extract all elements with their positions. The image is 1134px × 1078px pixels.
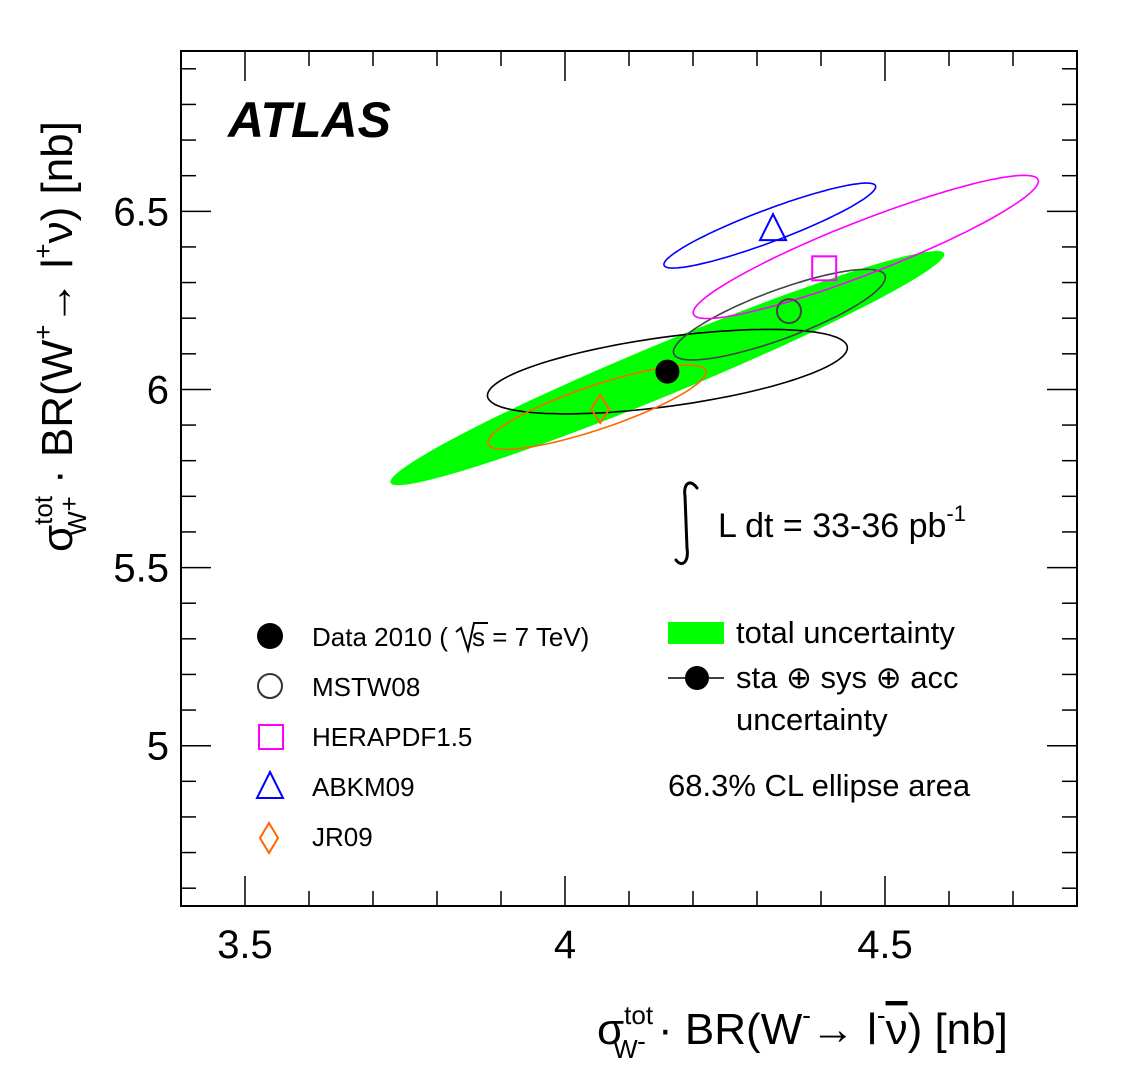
marker-abkm09 (758, 211, 788, 242)
ellipse-abkm09 (663, 182, 877, 269)
luminosity-annotation: L dt = 33-36 pb-1 (674, 481, 966, 565)
marker-herapdf1-5 (811, 255, 838, 282)
x-axis-arrow: → l (811, 1005, 877, 1054)
y-tick-label: 5.5 (113, 547, 169, 591)
y-tick-label: 5 (147, 725, 169, 769)
legend-swatch-stat-marker (685, 666, 709, 690)
y-axis-sup: tot (28, 495, 58, 525)
legend-label-stat: sta ⊕ sys ⊕ acc (736, 660, 959, 695)
y-axis-arrow: → l (33, 259, 82, 325)
experiment-label: ATLAS (226, 92, 391, 148)
x-tick-label: 3.5 (217, 923, 273, 967)
legend-marker-abkm09 (255, 769, 285, 799)
legend-uncertainties: total uncertainty sta ⊕ sys ⊕ acc uncert… (668, 615, 971, 803)
legend-marker-jr09 (258, 821, 280, 855)
legend-label-data: Data 2010 ( (312, 622, 448, 652)
legend-marker-mstw08 (257, 673, 283, 699)
y-axis-rest: · BR(W (33, 339, 82, 496)
integral-symbol (674, 481, 699, 565)
axis-ticks-layer (180, 51, 1078, 906)
legend-note-cl: 68.3% CL ellipse area (668, 768, 971, 803)
marker-mstw08 (776, 298, 802, 325)
legend-label-data-sqrt: s = 7 TeV) (472, 622, 589, 652)
legend-label-herapdf: HERAPDF1.5 (312, 722, 472, 752)
x-axis-sigma: σ (597, 1005, 624, 1054)
luminosity-text: L dt = 33-36 pb-1 (718, 501, 966, 545)
model-markers-layer (590, 211, 838, 425)
x-axis-title: σtot W- · BR(W-→ l-ν) [nb] (597, 1000, 1008, 1064)
x-axis-rest-charge: - (802, 1000, 811, 1030)
y-axis-neutrino: ν (33, 221, 82, 243)
y-tick-label: 6 (147, 368, 169, 412)
ellipse-herapdf1-5 (692, 174, 1040, 320)
legend-label-jr09: JR09 (312, 822, 373, 852)
ellipse-jr09 (487, 364, 707, 451)
legend-models: Data 2010 ( s = 7 TeV) MSTW08 HERAPDF1.5… (255, 622, 589, 855)
marker-jr09 (590, 393, 611, 425)
ellipse-data-2010 (486, 328, 849, 415)
y-axis-sigma: σ (33, 525, 82, 552)
x-axis-unit: ) [nb] (908, 1005, 1008, 1054)
x-axis-sup: tot (624, 1000, 654, 1030)
x-axis-lepton-charge: - (877, 1000, 886, 1030)
luminosity-exponent: -1 (946, 501, 966, 526)
legend-marker-herapdf (258, 724, 284, 750)
luminosity-value: L dt = 33-36 pb (718, 507, 946, 545)
y-axis-unit: ) [nb] (33, 121, 82, 221)
legend-label-abkm09: ABKM09 (312, 772, 415, 802)
legend-marker-data (257, 623, 283, 649)
y-tick-label: 6.5 (113, 190, 169, 234)
legend-label-total: total uncertainty (736, 615, 955, 650)
legend-label-data-prefix: Data 2010 ( (312, 622, 448, 652)
y-axis-lepton-charge: + (28, 243, 58, 258)
legend-swatch-total (668, 622, 724, 644)
x-tick-label: 4 (554, 923, 576, 967)
y-axis-sub: W (62, 511, 92, 536)
x-axis-sub: W (613, 1034, 638, 1064)
x-axis-neutrino: ν (886, 1005, 908, 1054)
marker-data-2010 (655, 359, 680, 384)
y-axis-title: σtot W+ · BR(W+→ l+ν) [nb] (28, 121, 92, 552)
x-axis-sub-charge: - (637, 1026, 646, 1056)
y-axis-sub-charge: + (54, 496, 84, 511)
axis-tick-labels-layer: 3.5 4 4.5 5 5.5 6 6.5 (113, 190, 912, 967)
x-axis-rest: · BR(W (646, 1005, 803, 1054)
legend-label-stat-2: uncertainty (736, 702, 888, 737)
y-axis-rest-charge: + (28, 325, 58, 340)
x-tick-label: 4.5 (857, 923, 913, 967)
sqrt-icon (455, 622, 488, 654)
legend-label-mstw08: MSTW08 (312, 672, 420, 702)
